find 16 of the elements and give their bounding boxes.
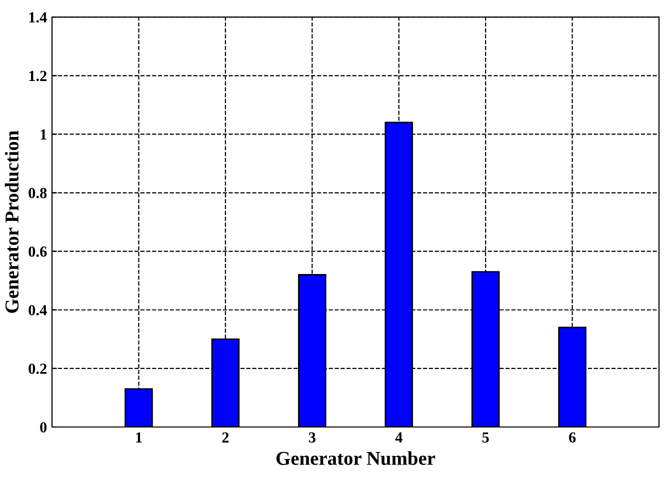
x-tick-label: 2: [222, 432, 229, 442]
y-tick-label: 0.8: [28, 188, 47, 198]
x-tick-label: 6: [568, 432, 576, 443]
y-tick-label: 0.6: [28, 246, 47, 257]
y-tick-label: 1.4: [29, 12, 47, 23]
x-tick-label: 1: [136, 432, 142, 442]
y-tick-label: 1.2: [29, 70, 47, 82]
y-tick-label: 1: [40, 129, 46, 140]
y-tick-label: 0.2: [28, 364, 47, 374]
x-tick-label: 4: [395, 432, 402, 442]
x-axis-title: Generator Number: [276, 451, 436, 465]
y-tick-label: 0: [40, 422, 47, 432]
x-tick-label: 5: [482, 432, 489, 443]
y-tick-label: 0.4: [28, 305, 47, 316]
y-axis-title: Generator Production: [4, 130, 19, 313]
x-tick-label: 3: [308, 432, 316, 443]
